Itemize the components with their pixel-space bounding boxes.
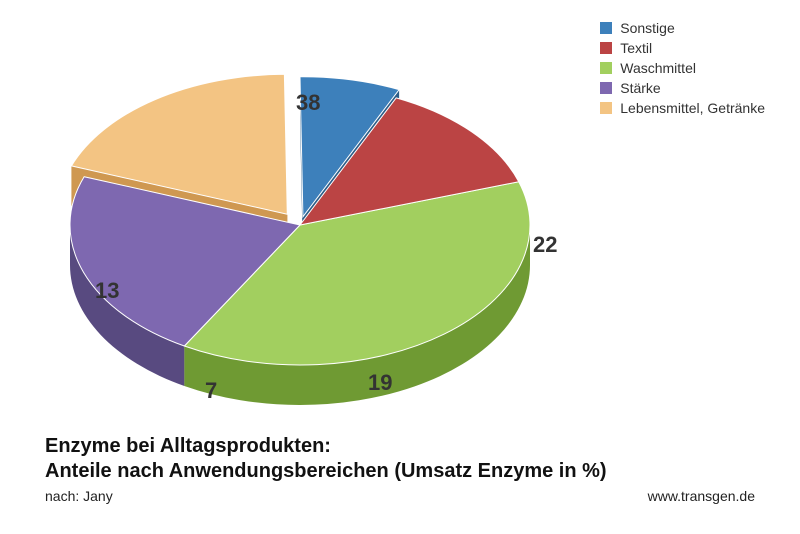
legend-swatch	[600, 62, 612, 74]
slice-value-label: 7	[205, 378, 217, 404]
chart-container: Sonstige Textil Waschmittel Stärke Lebensmit…	[0, 0, 800, 534]
legend-label: Stärke	[620, 80, 660, 96]
chart-title: Enzyme bei Alltagsprodukten: Anteile nac…	[45, 434, 755, 484]
source-label: nach: Jany	[45, 488, 113, 504]
legend-label: Lebensmittel, Getränke	[620, 100, 765, 116]
legend-item: Lebensmittel, Getränke	[600, 100, 765, 116]
legend: Sonstige Textil Waschmittel Stärke Lebensmit…	[600, 20, 765, 120]
legend-item: Waschmittel	[600, 60, 765, 76]
legend-swatch	[600, 102, 612, 114]
legend-label: Textil	[620, 40, 652, 56]
title-line-1: Enzyme bei Alltagsprodukten:	[45, 435, 331, 457]
title-line-2: Anteile nach Anwendungsbereichen (Umsatz…	[45, 460, 607, 482]
site-label: www.transgen.de	[648, 488, 755, 504]
legend-item: Stärke	[600, 80, 765, 96]
slice-value-label: 13	[95, 278, 119, 304]
legend-item: Sonstige	[600, 20, 765, 36]
slice-value-label: 22	[533, 232, 557, 258]
legend-swatch	[600, 42, 612, 54]
footer: Enzyme bei Alltagsprodukten: Anteile nac…	[45, 434, 755, 504]
slice-value-label: 19	[368, 370, 392, 396]
legend-swatch	[600, 22, 612, 34]
legend-label: Sonstige	[620, 20, 674, 36]
slice-value-label: 38	[296, 90, 320, 116]
legend-item: Textil	[600, 40, 765, 56]
legend-swatch	[600, 82, 612, 94]
legend-label: Waschmittel	[620, 60, 696, 76]
